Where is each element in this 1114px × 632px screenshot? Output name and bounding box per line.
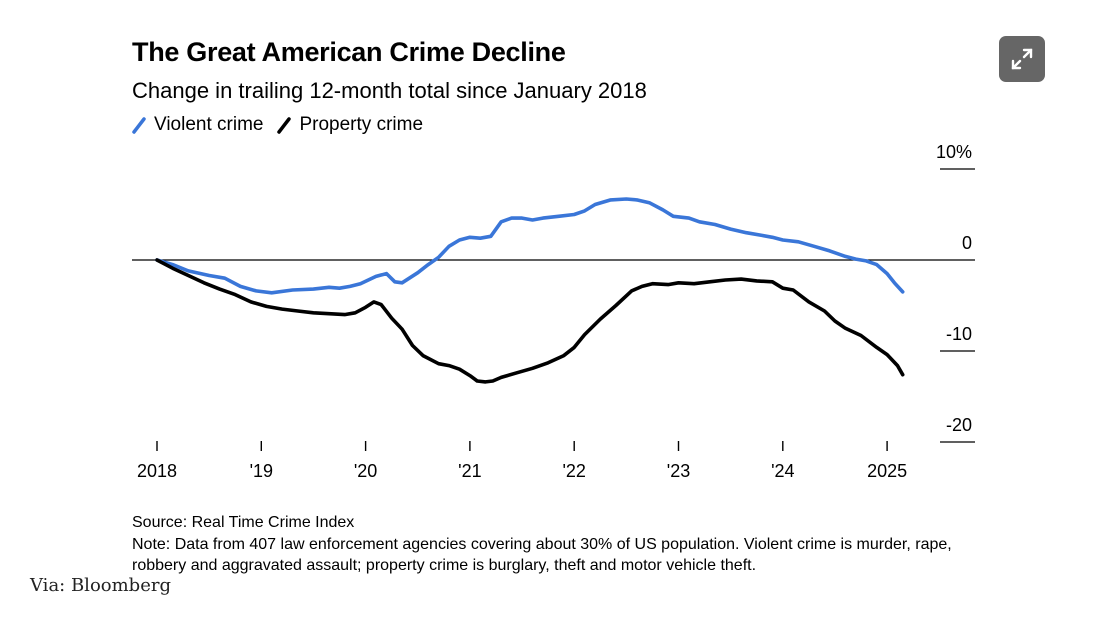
legend-item-property-crime: Property crime <box>277 114 423 136</box>
x-tick-label: '19 <box>250 461 273 481</box>
y-tick-label: 0 <box>962 233 972 253</box>
data-note: Note: Data from 407 law enforcement agen… <box>132 536 952 574</box>
legend-label-property-crime: Property crime <box>299 114 424 135</box>
y-tick-label: -10 <box>946 324 972 344</box>
chart-subtitle: Change in trailing 12-month total since … <box>132 78 647 103</box>
legend-swatch-violent-crime <box>132 117 146 134</box>
legend-label-violent-crime: Violent crime <box>154 114 264 135</box>
x-tick-label: '22 <box>562 461 585 481</box>
chart-legend: Violent crime Property crime <box>132 114 437 136</box>
y-tick-label: -20 <box>946 415 972 435</box>
x-tick-label: '20 <box>354 461 377 481</box>
legend-item-violent-crime: Violent crime <box>132 114 263 136</box>
x-tick-label: '24 <box>771 461 794 481</box>
x-tick-label: 2018 <box>137 461 177 481</box>
y-tick-label: 10% <box>936 142 972 162</box>
series-line-property-crime <box>155 258 905 384</box>
expand-arrows-icon <box>1011 48 1033 70</box>
expand-button[interactable] <box>999 36 1045 82</box>
source-note: Source: Real Time Crime Index <box>132 514 355 531</box>
series-line-violent-crime <box>155 197 905 295</box>
x-tick-label: 2025 <box>867 461 907 481</box>
via-credit: Via: Bloomberg <box>30 575 171 596</box>
chart-title: The Great American Crime Decline <box>132 37 566 67</box>
x-tick-label: '21 <box>458 461 481 481</box>
legend-swatch-property-crime <box>277 117 292 134</box>
x-tick-label: '23 <box>667 461 690 481</box>
